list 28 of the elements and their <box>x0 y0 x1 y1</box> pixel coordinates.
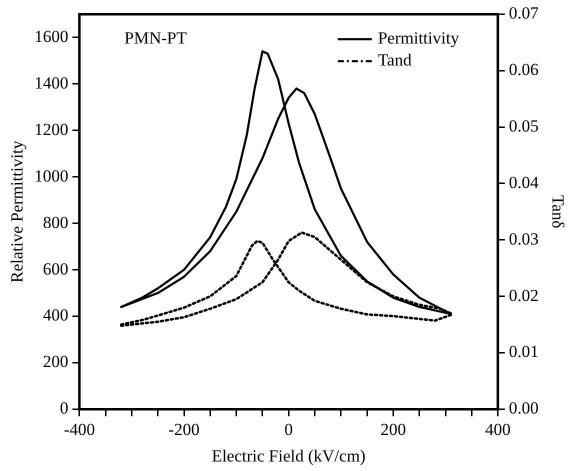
y2-tick-label: 0.06 <box>508 60 539 80</box>
x-tick-label: -200 <box>168 420 200 439</box>
y-tick-label: 1400 <box>34 73 68 92</box>
y2-tick-label: 0.03 <box>508 229 539 248</box>
annotation: PMN-PT <box>124 28 188 48</box>
y-tick-label: 1000 <box>34 166 68 186</box>
y-tick-label: 0 <box>60 398 68 418</box>
legend-label: Permittivity <box>378 28 460 48</box>
y-axis-title: Relative Permittivity <box>8 140 27 283</box>
y-tick-label: 1200 <box>34 120 68 139</box>
y2-tick-label: 0.02 <box>508 286 539 305</box>
x-tick-label: 200 <box>380 420 406 439</box>
y2-tick-label: 0.01 <box>508 342 539 362</box>
y2-tick-label: 0.00 <box>508 398 539 418</box>
x-tick-label: 0 <box>284 420 293 439</box>
y2-axis-title: Tanδ <box>548 195 568 228</box>
y-tick-label: 400 <box>42 306 68 325</box>
y-tick-label: 600 <box>42 259 68 278</box>
y2-tick-label: 0.04 <box>508 172 540 192</box>
y-tick-label: 1600 <box>34 26 68 46</box>
y2-tick-label: 0.05 <box>508 116 539 136</box>
x-axis-title: Electric Field (kV/cm) <box>212 446 366 466</box>
legend-label: Tand <box>378 50 412 70</box>
y-tick-label: 200 <box>42 352 68 372</box>
y-tick-label: 800 <box>42 212 68 232</box>
x-tick-label: -400 <box>64 420 95 439</box>
x-tick-label: 400 <box>485 420 511 439</box>
y2-tick-label: 0.07 <box>508 4 540 23</box>
